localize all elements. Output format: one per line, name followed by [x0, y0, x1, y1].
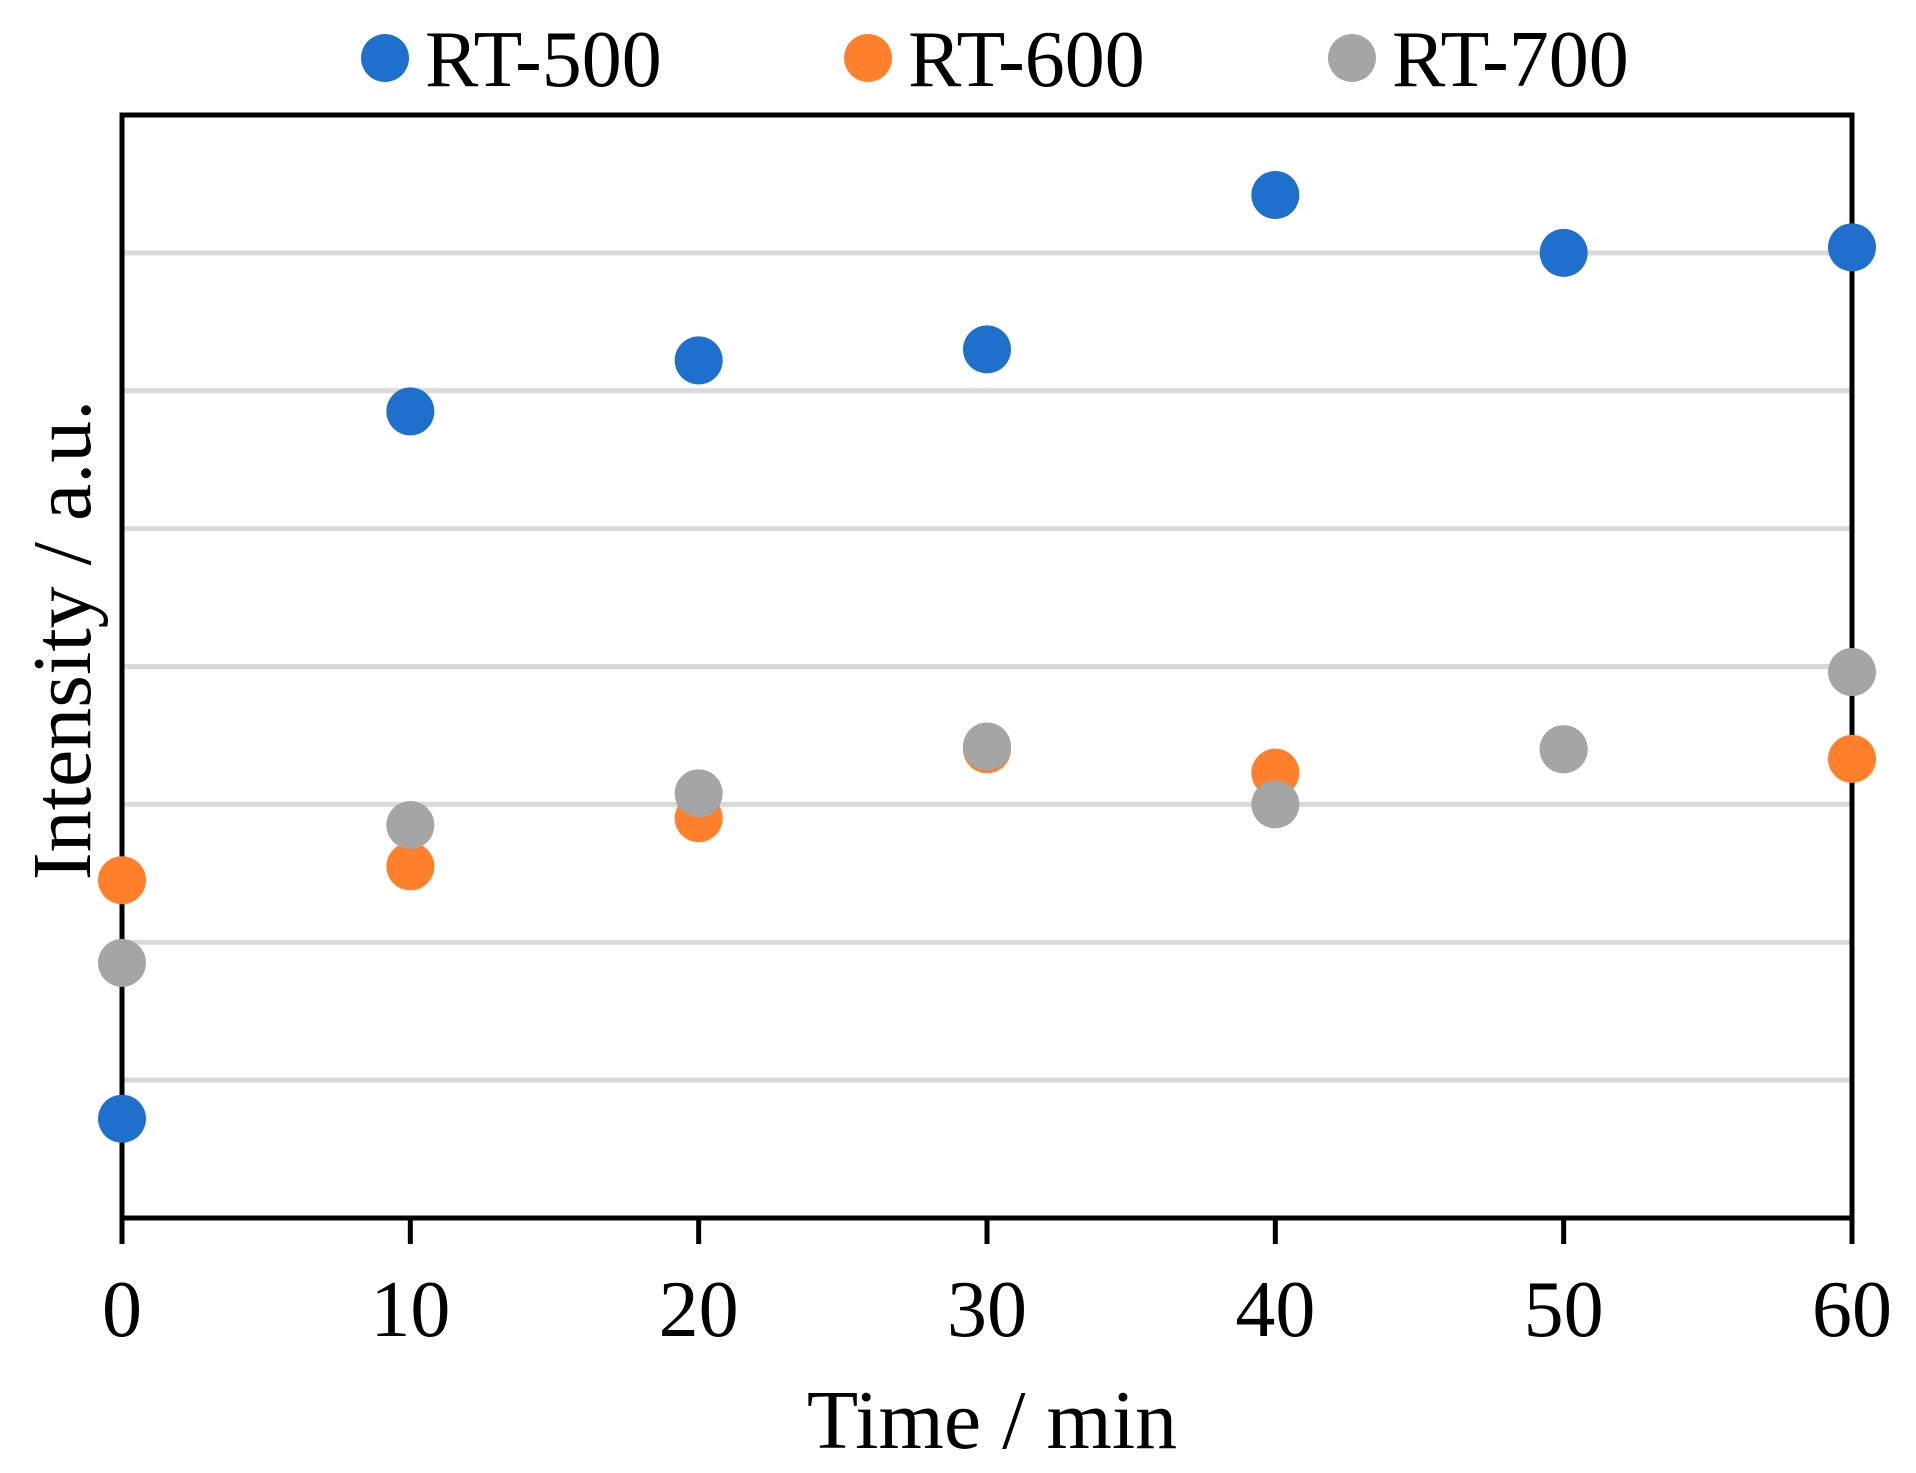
x-axis-title: Time / min: [807, 1374, 1177, 1467]
legend-label: RT-700: [1392, 16, 1629, 104]
data-point-rt-500: [674, 336, 723, 385]
data-point-rt-600: [98, 856, 146, 905]
x-tick-labels: 0 10 20 30 40 50 60: [102, 1218, 1892, 1354]
x-tick-label: 20: [659, 1266, 739, 1354]
legend-marker: [361, 34, 409, 82]
legend-label: RT-600: [908, 16, 1145, 104]
legend-marker: [844, 34, 892, 82]
gridlines: [122, 250, 1852, 1083]
x-tick-label: 30: [947, 1266, 1027, 1354]
data-point-rt-500: [963, 325, 1011, 374]
data-point-rt-700: [1251, 780, 1300, 829]
legend: RT-500 RT-600 RT-700: [361, 16, 1629, 104]
data-point-rt-700: [98, 938, 146, 987]
legend-marker: [1328, 34, 1376, 82]
x-tick-label: 50: [1524, 1266, 1604, 1354]
legend-item-rt-700: RT-700: [1328, 16, 1629, 104]
data-point-rt-700: [386, 801, 435, 850]
data-point-rt-600: [1828, 734, 1876, 783]
data-point-rt-500: [386, 387, 435, 436]
x-tick-label: 10: [370, 1266, 450, 1354]
x-tick-label: 0: [102, 1266, 142, 1354]
data-point-rt-500: [98, 1094, 146, 1143]
data-points: [98, 170, 1876, 1143]
y-axis-title: Intensity / a.u.: [16, 400, 109, 881]
data-point-rt-700: [963, 722, 1011, 771]
data-point-rt-500: [1828, 223, 1876, 272]
legend-label: RT-500: [425, 16, 662, 104]
legend-item-rt-500: RT-500: [361, 16, 662, 104]
data-point-rt-500: [1539, 228, 1588, 277]
data-point-rt-700: [674, 769, 723, 818]
data-point-rt-600: [386, 842, 435, 891]
x-tick-label: 60: [1812, 1266, 1892, 1354]
x-tick-label: 40: [1235, 1266, 1315, 1354]
data-point-rt-500: [1251, 170, 1300, 219]
data-point-rt-700: [1539, 725, 1588, 774]
data-point-rt-700: [1828, 648, 1876, 697]
legend-item-rt-600: RT-600: [844, 16, 1145, 104]
